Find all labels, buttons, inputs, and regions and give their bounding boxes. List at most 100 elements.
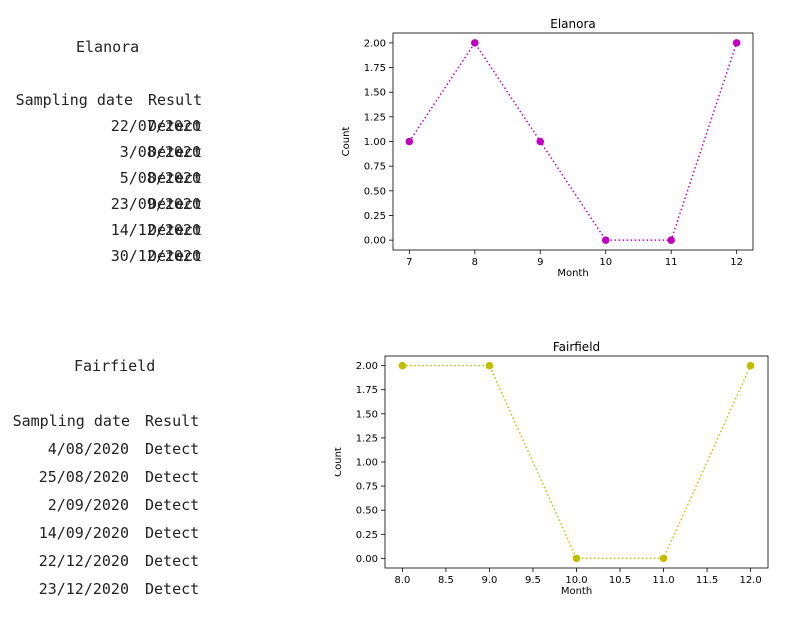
y-tick-label: 1.00: [364, 137, 386, 148]
sampling-date: 30/12/2020: [110, 247, 201, 265]
result: Detect: [148, 221, 203, 239]
sampling-date: 22/07/2020: [110, 117, 201, 135]
sampling-date: 14/09/2020: [38, 524, 129, 542]
table-header: Sampling date Result: [0, 412, 240, 432]
x-tick-label: 11.5: [696, 575, 718, 586]
table-row: 14/09/2020 Detect: [0, 524, 240, 544]
y-tick-label: 1.50: [356, 409, 378, 420]
plot-frame: [384, 355, 769, 569]
result: Detect: [145, 580, 200, 598]
line-chart-elanora: Elanora 0.00 0.25 0.50 0.75 1.00 1.25 1.50 1.75 2…: [341, 17, 754, 279]
sampling-date: 23/09/2020: [110, 195, 201, 213]
x-tick-label: 10: [599, 257, 612, 268]
sampling-date: 25/08/2020: [38, 468, 129, 486]
y-tick-label: 0.00: [364, 236, 386, 247]
result: Detect: [148, 117, 203, 135]
sampling-date: 2/09/2020: [47, 496, 129, 514]
x-tick-label: 9.5: [525, 575, 541, 586]
table-title: Elanora: [76, 38, 140, 56]
y-tick-label: 2.00: [364, 38, 386, 49]
y-tick-label: 1.00: [356, 458, 378, 469]
table-header: Sampling date Result: [0, 91, 240, 111]
x-tick-label: 8.0: [394, 575, 410, 586]
data-point: [667, 236, 675, 244]
y-tick-label: 1.75: [356, 385, 378, 396]
sampling-date: 22/12/2020: [38, 552, 129, 570]
x-axis-label: Month: [561, 586, 592, 597]
column-header-date: Sampling date: [12, 412, 130, 430]
data-point: [398, 361, 407, 370]
sampling-date: 5/08/2020: [119, 169, 201, 187]
sampling-date: 14/12/2020: [110, 221, 201, 239]
result: Detect: [145, 524, 200, 542]
column-header-date: Sampling date: [15, 91, 133, 109]
result: Detect: [145, 496, 200, 514]
table-row: 25/08/2020 Detect: [0, 468, 240, 488]
x-tick-label: 11: [665, 257, 678, 268]
sampling-date: 3/08/2020: [119, 143, 201, 161]
data-point: [536, 137, 545, 146]
sampling-date: 23/12/2020: [38, 580, 129, 598]
sampling-table-elanora: Elanora Sampling date Result 22/07/2020 …: [0, 0, 240, 280]
y-tick-label: 1.25: [364, 112, 386, 123]
y-axis-label: Count: [341, 127, 352, 157]
x-tick-label: 9.0: [482, 575, 498, 586]
x-tick-label: 8.5: [438, 575, 454, 586]
table-row: 23/12/2020 Detect: [0, 580, 240, 600]
y-tick-label: 1.25: [356, 433, 378, 444]
x-tick-label: 10.0: [565, 575, 587, 586]
y-tick-label: 0.50: [356, 506, 378, 517]
x-tick-label: 11.0: [652, 575, 674, 586]
y-tick-label: 0.75: [364, 162, 386, 173]
series-line: [408, 41, 738, 241]
table-row: 23/09/2020 Detect: [0, 195, 240, 215]
column-header-result: Result: [148, 91, 203, 109]
x-tick-label: 12.0: [739, 575, 761, 586]
y-tick-label: 0.00: [356, 554, 378, 565]
result: Detect: [145, 440, 200, 458]
y-tick-label: 0.25: [364, 211, 386, 222]
data-point: [746, 361, 755, 370]
x-axis-label: Month: [557, 268, 588, 279]
data-point: [601, 236, 610, 244]
result: Detect: [148, 143, 203, 161]
y-tick-label: 2.00: [356, 361, 378, 372]
series-line: [402, 364, 752, 560]
y-tick-label: 0.50: [364, 186, 386, 197]
line-chart-fairfield: Fairfield 0.00 0.25 0.50 0.75 1.00 1.25 1.50 1.7…: [335, 340, 769, 597]
table-row: 2/09/2020 Detect: [0, 496, 240, 516]
result: Detect: [148, 169, 203, 187]
data-point: [732, 39, 741, 47]
data-point: [659, 554, 668, 563]
result: Detect: [145, 552, 200, 570]
table-row: 22/12/2020 Detect: [0, 552, 240, 572]
sampling-table-fairfield: Fairfield Sampling date Result 4/08/2020…: [0, 320, 240, 620]
x-tick-label: 10.5: [609, 575, 631, 586]
data-point: [471, 39, 479, 47]
y-tick-label: 0.25: [356, 530, 378, 541]
data-point: [405, 137, 414, 146]
sampling-date: 4/08/2020: [47, 440, 129, 458]
table-row: 3/08/2020 Detect: [0, 143, 240, 163]
x-tick-label: 12: [730, 257, 743, 268]
x-tick-label: 7: [406, 257, 412, 268]
table-title: Fairfield: [74, 357, 156, 375]
chart-title: Fairfield: [553, 340, 600, 354]
data-point: [485, 361, 494, 370]
y-tick-label: 1.50: [364, 88, 386, 99]
y-tick-label: 1.75: [364, 63, 386, 74]
x-tick-label: 9: [537, 257, 543, 268]
table-row: 4/08/2020 Detect: [0, 440, 240, 460]
table-row: 30/12/2020 Detect: [0, 247, 240, 267]
column-header-result: Result: [145, 412, 200, 430]
result: Detect: [148, 247, 203, 265]
result: Detect: [148, 195, 203, 213]
table-row: 22/07/2020 Detect: [0, 117, 240, 137]
result: Detect: [145, 468, 200, 486]
table-row: 14/12/2020 Detect: [0, 221, 240, 241]
y-tick-label: 0.75: [356, 482, 378, 493]
plot-frame: [392, 32, 754, 251]
y-axis-label: Count: [335, 447, 344, 477]
x-tick-label: 8: [472, 257, 478, 268]
chart-title: Elanora: [550, 17, 596, 31]
